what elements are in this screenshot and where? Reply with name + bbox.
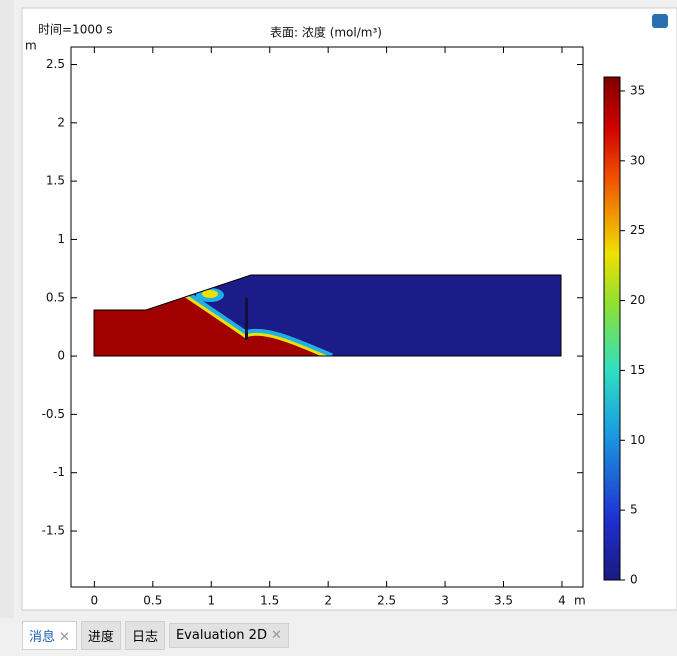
x-tick-label: 4 <box>558 594 566 608</box>
tab-label: 消息 <box>29 629 56 645</box>
colorbar-tick-label: 25 <box>630 223 645 237</box>
colorbar-tick-label: 10 <box>630 433 645 447</box>
x-tick-label: 0 <box>91 594 99 608</box>
y-tick-label: 1.5 <box>46 174 65 188</box>
tab-label: 日志 <box>131 629 158 645</box>
colorbar-tick-label: 0 <box>630 573 638 587</box>
y-tick-label: -1.5 <box>42 524 65 538</box>
y-tick-label: 2.5 <box>46 57 65 71</box>
colorbar-tick-label: 15 <box>630 363 645 377</box>
barrier <box>245 298 248 340</box>
colorbar-tick-label: 20 <box>630 293 645 307</box>
colorbar-tick-label: 35 <box>630 83 645 97</box>
colorbar-tick-label: 30 <box>630 153 645 167</box>
tab-label: 进度 <box>87 629 114 645</box>
plot-title: 表面: 浓度 (mol/m³) <box>270 25 382 40</box>
tab-label: Evaluation 2D <box>175 627 267 643</box>
tab[interactable]: Evaluation 2D ✕ <box>168 622 289 648</box>
axes-box <box>70 46 584 588</box>
x-tick-label: 0.5 <box>143 594 162 608</box>
y-tick-label: -0.5 <box>42 407 65 421</box>
time-label: 时间=1000 s <box>38 23 113 37</box>
left-panel <box>0 0 14 618</box>
tab[interactable]: 日志 <box>124 620 165 650</box>
y-tick-label: 1 <box>57 232 65 246</box>
x-tick-label: 2.5 <box>377 594 396 608</box>
y-tick-label: -1 <box>53 465 65 479</box>
x-tick-label: 3 <box>441 594 449 608</box>
plot-window: 时间=1000 s 表面: 浓度 (mol/m³) m m 0 0.5 1 1.5 2 2… <box>0 0 677 618</box>
y-tick-label: 0.5 <box>46 290 65 304</box>
colorbar <box>603 76 621 581</box>
toolbar-icon[interactable] <box>652 14 668 28</box>
tab-bar: 消息 ✕ 进度 日志 Evaluation 2D ✕ <box>22 620 289 650</box>
domain-outline <box>93 274 562 357</box>
tab[interactable]: 消息 ✕ <box>22 620 77 650</box>
x-tick-label: 2 <box>324 594 332 608</box>
tab[interactable]: 进度 <box>80 620 121 650</box>
y-tick-label: 0 <box>57 349 65 363</box>
y-unit: m <box>25 39 37 53</box>
y-tick-label: 2 <box>57 115 65 129</box>
colorbar-tick-label: 5 <box>630 503 638 517</box>
x-tick-label: 1.5 <box>260 594 279 608</box>
x-tick-label: 1 <box>207 594 215 608</box>
x-unit: m <box>574 594 586 608</box>
x-tick-label: 3.5 <box>494 594 513 608</box>
